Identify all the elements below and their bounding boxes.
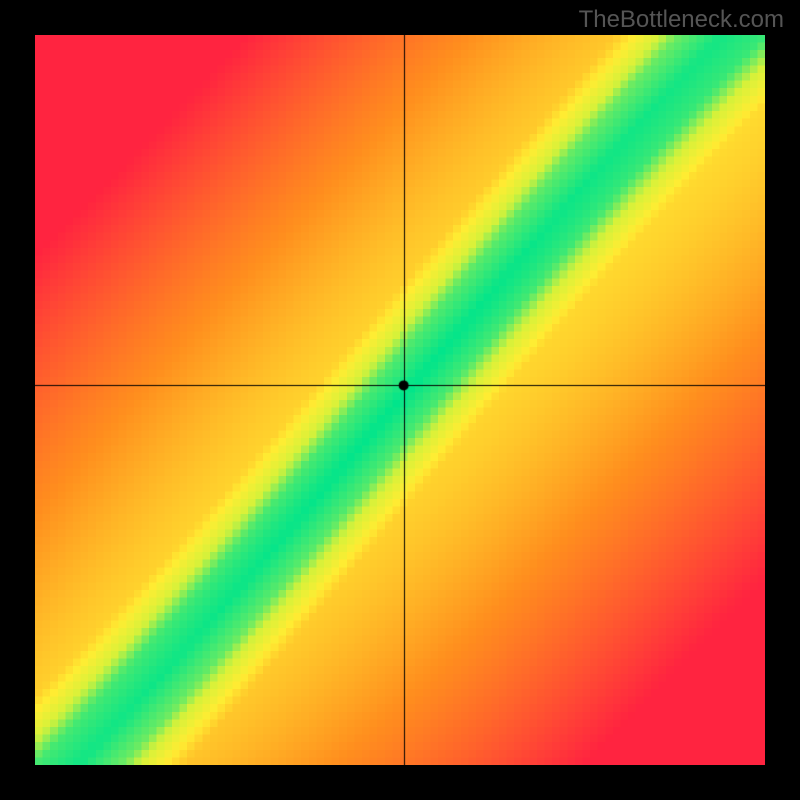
chart-container: { "watermark": { "text": "TheBottleneck.…	[0, 0, 800, 800]
bottleneck-heatmap	[35, 35, 765, 765]
watermark-text: TheBottleneck.com	[579, 6, 784, 34]
